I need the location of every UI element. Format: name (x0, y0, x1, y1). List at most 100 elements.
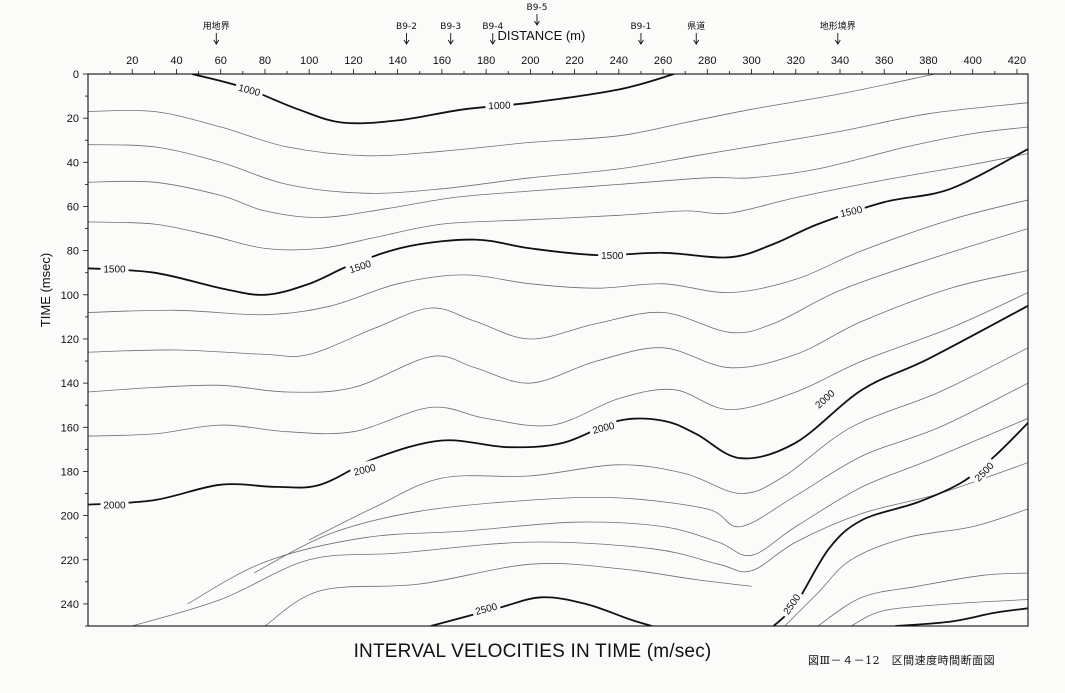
contour-label-group: 1500 (100, 261, 129, 275)
down-arrow-icon (447, 39, 454, 45)
contour-label-group: 1500 (598, 248, 627, 262)
contour-label-bg (809, 384, 839, 413)
contour-label: 2000 (103, 501, 126, 512)
contour-line-2200 (253, 382, 1028, 574)
contour-label: 1500 (103, 264, 126, 275)
y-axis: 0 20 40 60 80 100 120 140 160 180 200 220 240 (61, 69, 88, 627)
contour-label-group: 2000 (100, 497, 129, 512)
contour-label: 1000 (488, 100, 511, 112)
contour-line-3000 (895, 607, 1028, 626)
marker-label: 県道 (687, 20, 705, 32)
y-tick-label: 200 (61, 511, 79, 523)
contour-label-group: 1000 (234, 79, 265, 99)
x-tick-label: 180 (477, 55, 495, 67)
contour-label: 1500 (839, 205, 863, 220)
x-tick-label: 260 (654, 55, 672, 67)
contour-line-1000 (191, 74, 675, 125)
x-tick-label: 60 (215, 55, 227, 67)
y-axis-title: TIME (msec) (38, 253, 53, 327)
contour-line-1400 (88, 153, 1028, 251)
y-tick-label: 140 (61, 378, 79, 390)
marker-label: 地形境界 (820, 20, 856, 32)
contour-line-1200 (88, 102, 1028, 194)
x-tick-label: 300 (742, 55, 760, 67)
y-tick-label: 80 (67, 246, 79, 258)
figure-caption: 図Ⅲ－４－12 区間速度時間断面図 (808, 654, 996, 667)
contour-line-1100 (88, 74, 936, 157)
x-tick-label: 100 (300, 55, 318, 67)
plot-frame (87, 73, 1029, 627)
down-arrow-icon (403, 39, 410, 45)
marker-label: B9-4 (482, 22, 503, 32)
contour-label-bg (835, 201, 867, 220)
y-tick-label: 160 (61, 422, 79, 434)
x-tick-label: 360 (875, 55, 893, 67)
y-tick-label: 40 (67, 157, 79, 169)
contour-label-bg (598, 248, 627, 262)
contour-label-bg (485, 97, 514, 112)
contour-layer (88, 74, 1028, 626)
down-arrow-icon (534, 20, 540, 26)
marker-label: B9-3 (440, 22, 461, 32)
contour-label: 2000 (353, 463, 378, 479)
y-tick-label: 240 (61, 599, 79, 611)
x-tick-label: 420 (1008, 55, 1026, 67)
contour-label-bg (234, 79, 265, 99)
x-tick-label: 320 (787, 55, 805, 67)
contour-label: 2000 (592, 421, 617, 437)
contour-label-group: 2000 (349, 459, 380, 479)
contour-line-2450 (264, 563, 752, 626)
contour-label-group: 2000 (809, 384, 839, 413)
contour-line-2800 (850, 599, 1028, 626)
x-tick-label: 340 (831, 55, 849, 67)
x-tick-label: 120 (344, 55, 362, 67)
contour-label-group: 1500 (344, 255, 376, 276)
contour-label-layer: 1000 1000 1500 1500 1500 1500 2000 2000 2000 2000… (100, 79, 998, 619)
down-arrow-icon (834, 39, 841, 45)
down-arrow-icon (638, 39, 644, 45)
contour-line-2500 (772, 422, 1028, 626)
marker-label: B9-5 (527, 3, 548, 13)
contour-label-bg (777, 588, 805, 619)
contour-line-2400 (132, 462, 1028, 626)
contour-label-bg (349, 459, 380, 479)
marker-label: B9-1 (631, 22, 652, 32)
contour-line-2300 (187, 418, 1028, 605)
x-tick-label: 160 (433, 55, 451, 67)
x-axis-title: DISTANCE (m) (497, 28, 585, 43)
y-tick-label: 180 (61, 466, 79, 478)
contour-line-1700 (88, 228, 1028, 357)
contour-line-2000 (88, 305, 1028, 506)
marker-label: B9-2 (396, 22, 417, 32)
x-tick-label: 380 (919, 55, 937, 67)
contour-label-bg (470, 597, 502, 618)
x-tick-label: 40 (170, 55, 182, 67)
x-axis: 20 40 60 80 100 120 140 160 180 200 220 240 260 280 30… (109, 55, 1026, 74)
contour-line-1300 (88, 126, 1028, 218)
contour-label-group: 1000 (485, 97, 514, 112)
contour-line-1600 (88, 199, 1028, 316)
contour-label: 1500 (348, 259, 373, 276)
y-tick-label: 20 (67, 113, 79, 125)
contour-label-bg (968, 456, 998, 486)
x-tick-label: 220 (565, 55, 583, 67)
contour-line-1900 (88, 292, 1028, 437)
x-tick-label: 20 (126, 55, 138, 67)
plot-border (87, 73, 1029, 627)
x-tick-label: 140 (388, 55, 406, 67)
contour-line-2700 (817, 572, 1028, 626)
contour-label: 1500 (601, 251, 624, 262)
contour-label-group: 1500 (835, 201, 867, 220)
contour-label-bg (588, 417, 619, 437)
y-tick-label: 220 (61, 555, 79, 567)
contour-label-bg (100, 497, 129, 511)
y-tick-label: 60 (67, 201, 79, 213)
contour-line-2600 (784, 508, 1028, 626)
marker-layer: 用地界 B9-2 B9-3 B9-4 B9-5 B9-1 県道 地形境界 (203, 3, 856, 45)
x-tick-label: 240 (610, 55, 628, 67)
y-tick-label: 100 (61, 290, 79, 302)
down-arrow-icon (489, 39, 496, 45)
x-tick-label: 280 (698, 55, 716, 67)
contour-label-group: 2500 (470, 597, 502, 618)
